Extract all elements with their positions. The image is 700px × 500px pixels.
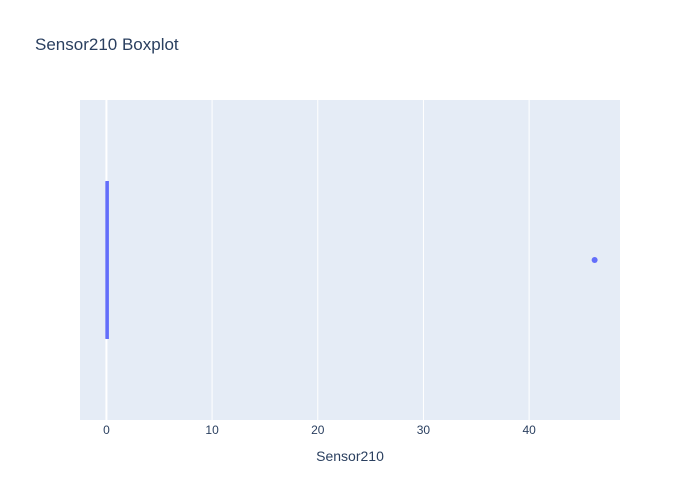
x-tick-label: 10: [205, 423, 219, 437]
x-tick-labels: 0 10 20 30 40: [103, 423, 536, 437]
plot-area: [80, 100, 620, 420]
outlier-point: [591, 257, 598, 263]
chart-title: Sensor210 Boxplot: [35, 35, 179, 54]
x-tick-label: 20: [311, 423, 325, 437]
x-axis-title: Sensor210: [316, 448, 384, 464]
x-tick-label: 0: [103, 423, 110, 437]
x-tick-label: 40: [522, 423, 536, 437]
x-tick-label: 30: [417, 423, 431, 437]
boxplot-trace: [105, 181, 598, 339]
